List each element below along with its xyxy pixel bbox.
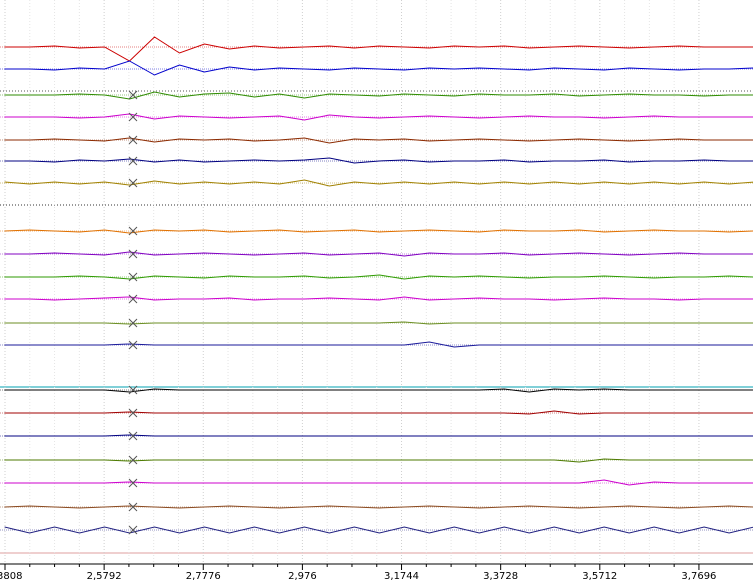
event-marker bbox=[128, 478, 138, 488]
trace bbox=[4, 410, 753, 415]
x-tick-label: 3,1744 bbox=[384, 571, 419, 582]
event-marker bbox=[128, 135, 138, 145]
trace bbox=[4, 388, 753, 393]
trace bbox=[4, 296, 753, 301]
event-marker bbox=[128, 294, 138, 304]
trace bbox=[4, 479, 753, 486]
x-tick-label: 2,7776 bbox=[186, 571, 221, 582]
trace bbox=[4, 157, 753, 164]
event-marker bbox=[128, 431, 138, 441]
event-marker bbox=[128, 226, 138, 236]
x-tick-label: 2,3808 bbox=[0, 571, 22, 582]
trace bbox=[4, 251, 753, 257]
event-marker bbox=[128, 318, 138, 328]
x-tick-label: 2,5792 bbox=[87, 571, 122, 582]
event-marker bbox=[128, 249, 138, 259]
event-marker bbox=[128, 525, 138, 535]
trace bbox=[4, 321, 753, 325]
x-tick-label: 2,976 bbox=[288, 571, 317, 582]
trace bbox=[4, 505, 753, 509]
event-marker bbox=[128, 408, 138, 418]
trace bbox=[4, 434, 753, 437]
event-marker bbox=[128, 178, 138, 188]
trace bbox=[4, 137, 753, 144]
event-marker bbox=[128, 272, 138, 282]
x-tick-label: 3,7696 bbox=[681, 571, 716, 582]
trace bbox=[4, 274, 753, 280]
x-tick-label: 3,3728 bbox=[483, 571, 518, 582]
trace bbox=[4, 229, 753, 234]
trace bbox=[4, 179, 753, 187]
event-marker bbox=[128, 156, 138, 166]
event-marker bbox=[128, 502, 138, 512]
event-marker bbox=[128, 340, 138, 350]
event-marker bbox=[128, 385, 138, 395]
trace bbox=[4, 60, 753, 76]
trace bbox=[4, 341, 753, 348]
event-marker bbox=[128, 112, 138, 122]
event-marker bbox=[128, 90, 138, 100]
event-marker bbox=[128, 455, 138, 465]
x-tick-label: 3,5712 bbox=[582, 571, 617, 582]
trace bbox=[4, 458, 753, 463]
